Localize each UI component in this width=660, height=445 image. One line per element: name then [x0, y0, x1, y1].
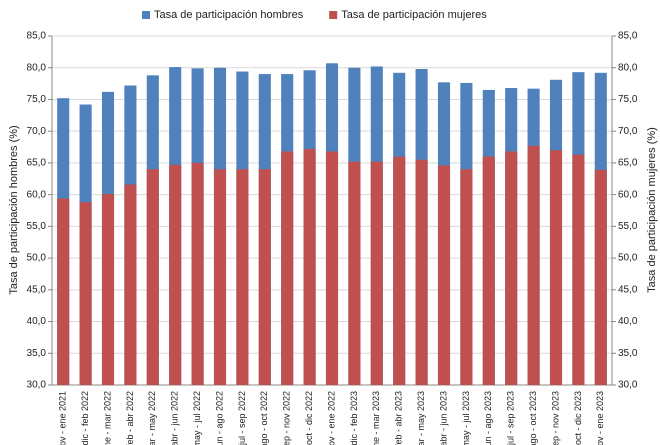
- x-tick-label: jul - sep 2023: [506, 391, 516, 445]
- y-tick-label: 35,0: [27, 348, 47, 359]
- bar: [572, 154, 585, 385]
- bar: [393, 156, 406, 385]
- x-tick-label: dic - feb 2022: [80, 391, 90, 445]
- bar: [281, 151, 294, 385]
- y2-tick-label: 65,0: [618, 158, 638, 169]
- y2-tick-label: 35,0: [618, 348, 638, 359]
- y2-tick-label: 60,0: [618, 189, 638, 200]
- y2-axis-label: Tasa de participación mujeres (%): [646, 127, 658, 293]
- y-tick-label: 40,0: [27, 316, 47, 327]
- y2-tick-label: 45,0: [618, 284, 638, 295]
- x-tick-label: abr - jun 2022: [170, 391, 180, 445]
- x-tick-label: ene - mar 2023: [371, 391, 381, 445]
- y-tick-label: 30,0: [27, 380, 47, 391]
- x-tick-label: ago - oct 2023: [528, 391, 538, 445]
- bar: [437, 165, 451, 385]
- bar: [325, 151, 339, 385]
- y2-tick-label: 50,0: [618, 253, 638, 264]
- x-tick-label: mar - may 2022: [147, 391, 157, 445]
- bar: [213, 169, 227, 385]
- x-tick-label: feb - abr 2023: [394, 391, 404, 445]
- bar: [124, 184, 137, 385]
- x-tick-label: oct - dic 2022: [304, 391, 314, 445]
- y2-tick-label: 40,0: [618, 316, 638, 327]
- x-tick-label: feb - abr 2022: [125, 391, 135, 445]
- bar: [505, 151, 518, 385]
- bar: [258, 169, 271, 385]
- y-tick-label: 45,0: [27, 284, 47, 295]
- bar: [191, 162, 204, 385]
- x-tick-label: oct - dic 2023: [573, 391, 583, 445]
- x-tick-label: ago - oct 2022: [259, 391, 269, 445]
- x-tick-label: jul - sep 2022: [237, 391, 247, 445]
- y-tick-label: 50,0: [27, 253, 47, 264]
- bar: [415, 159, 428, 385]
- bar: [348, 161, 361, 385]
- y-tick-label: 80,0: [27, 62, 47, 73]
- x-tick-label: jun - ago 2023: [483, 391, 493, 445]
- x-tick-label: abr - jun 2023: [438, 391, 448, 445]
- y2-tick-label: 85,0: [618, 31, 638, 42]
- x-tick-label: jun - ago 2022: [214, 391, 224, 445]
- x-tick-label: dic - feb 2023: [349, 391, 359, 445]
- bar: [303, 148, 316, 385]
- x-tick-label: nov - ene 2023: [595, 391, 605, 445]
- x-tick-label: sep - nov 2023: [550, 391, 560, 445]
- y-tick-label: 75,0: [27, 94, 47, 105]
- y2-tick-label: 30,0: [618, 380, 638, 391]
- x-tick-label: nov - ene 2022: [326, 391, 336, 445]
- legend-swatch: [329, 11, 338, 19]
- y2-tick-label: 70,0: [618, 126, 638, 137]
- y-tick-label: 85,0: [27, 31, 47, 42]
- y-tick-label: 70,0: [27, 126, 47, 137]
- bar: [236, 169, 249, 385]
- y2-tick-label: 75,0: [618, 94, 638, 105]
- x-tick-label: nov - ene 2021: [58, 391, 68, 445]
- bar: [549, 150, 563, 385]
- legend-label: Tasa de participación hombres: [154, 9, 304, 21]
- y2-tick-label: 80,0: [618, 62, 638, 73]
- y-tick-label: 65,0: [27, 158, 47, 169]
- bar: [79, 202, 92, 385]
- bar: [146, 169, 159, 385]
- bar: [594, 169, 607, 385]
- y-axis-label: Tasa de participación hombres (%): [8, 125, 20, 294]
- bar: [370, 161, 383, 385]
- bar: [57, 198, 70, 385]
- bar: [169, 164, 182, 385]
- y2-tick-label: 55,0: [618, 221, 638, 232]
- x-tick-label: mar - may 2023: [416, 391, 426, 445]
- x-tick-label: ene - mar 2022: [102, 391, 112, 445]
- bar: [527, 145, 540, 385]
- y-tick-label: 55,0: [27, 221, 47, 232]
- bar: [482, 156, 495, 385]
- legend-label: Tasa de participación mujeres: [341, 9, 487, 21]
- bar: [101, 194, 115, 385]
- legend-swatch: [142, 11, 150, 19]
- y-tick-label: 60,0: [27, 189, 47, 200]
- x-tick-label: may - jul 2022: [192, 391, 202, 445]
- bar: [460, 169, 473, 385]
- x-tick-label: may - jul 2023: [461, 391, 471, 445]
- x-tick-label: sep - nov 2022: [282, 391, 292, 445]
